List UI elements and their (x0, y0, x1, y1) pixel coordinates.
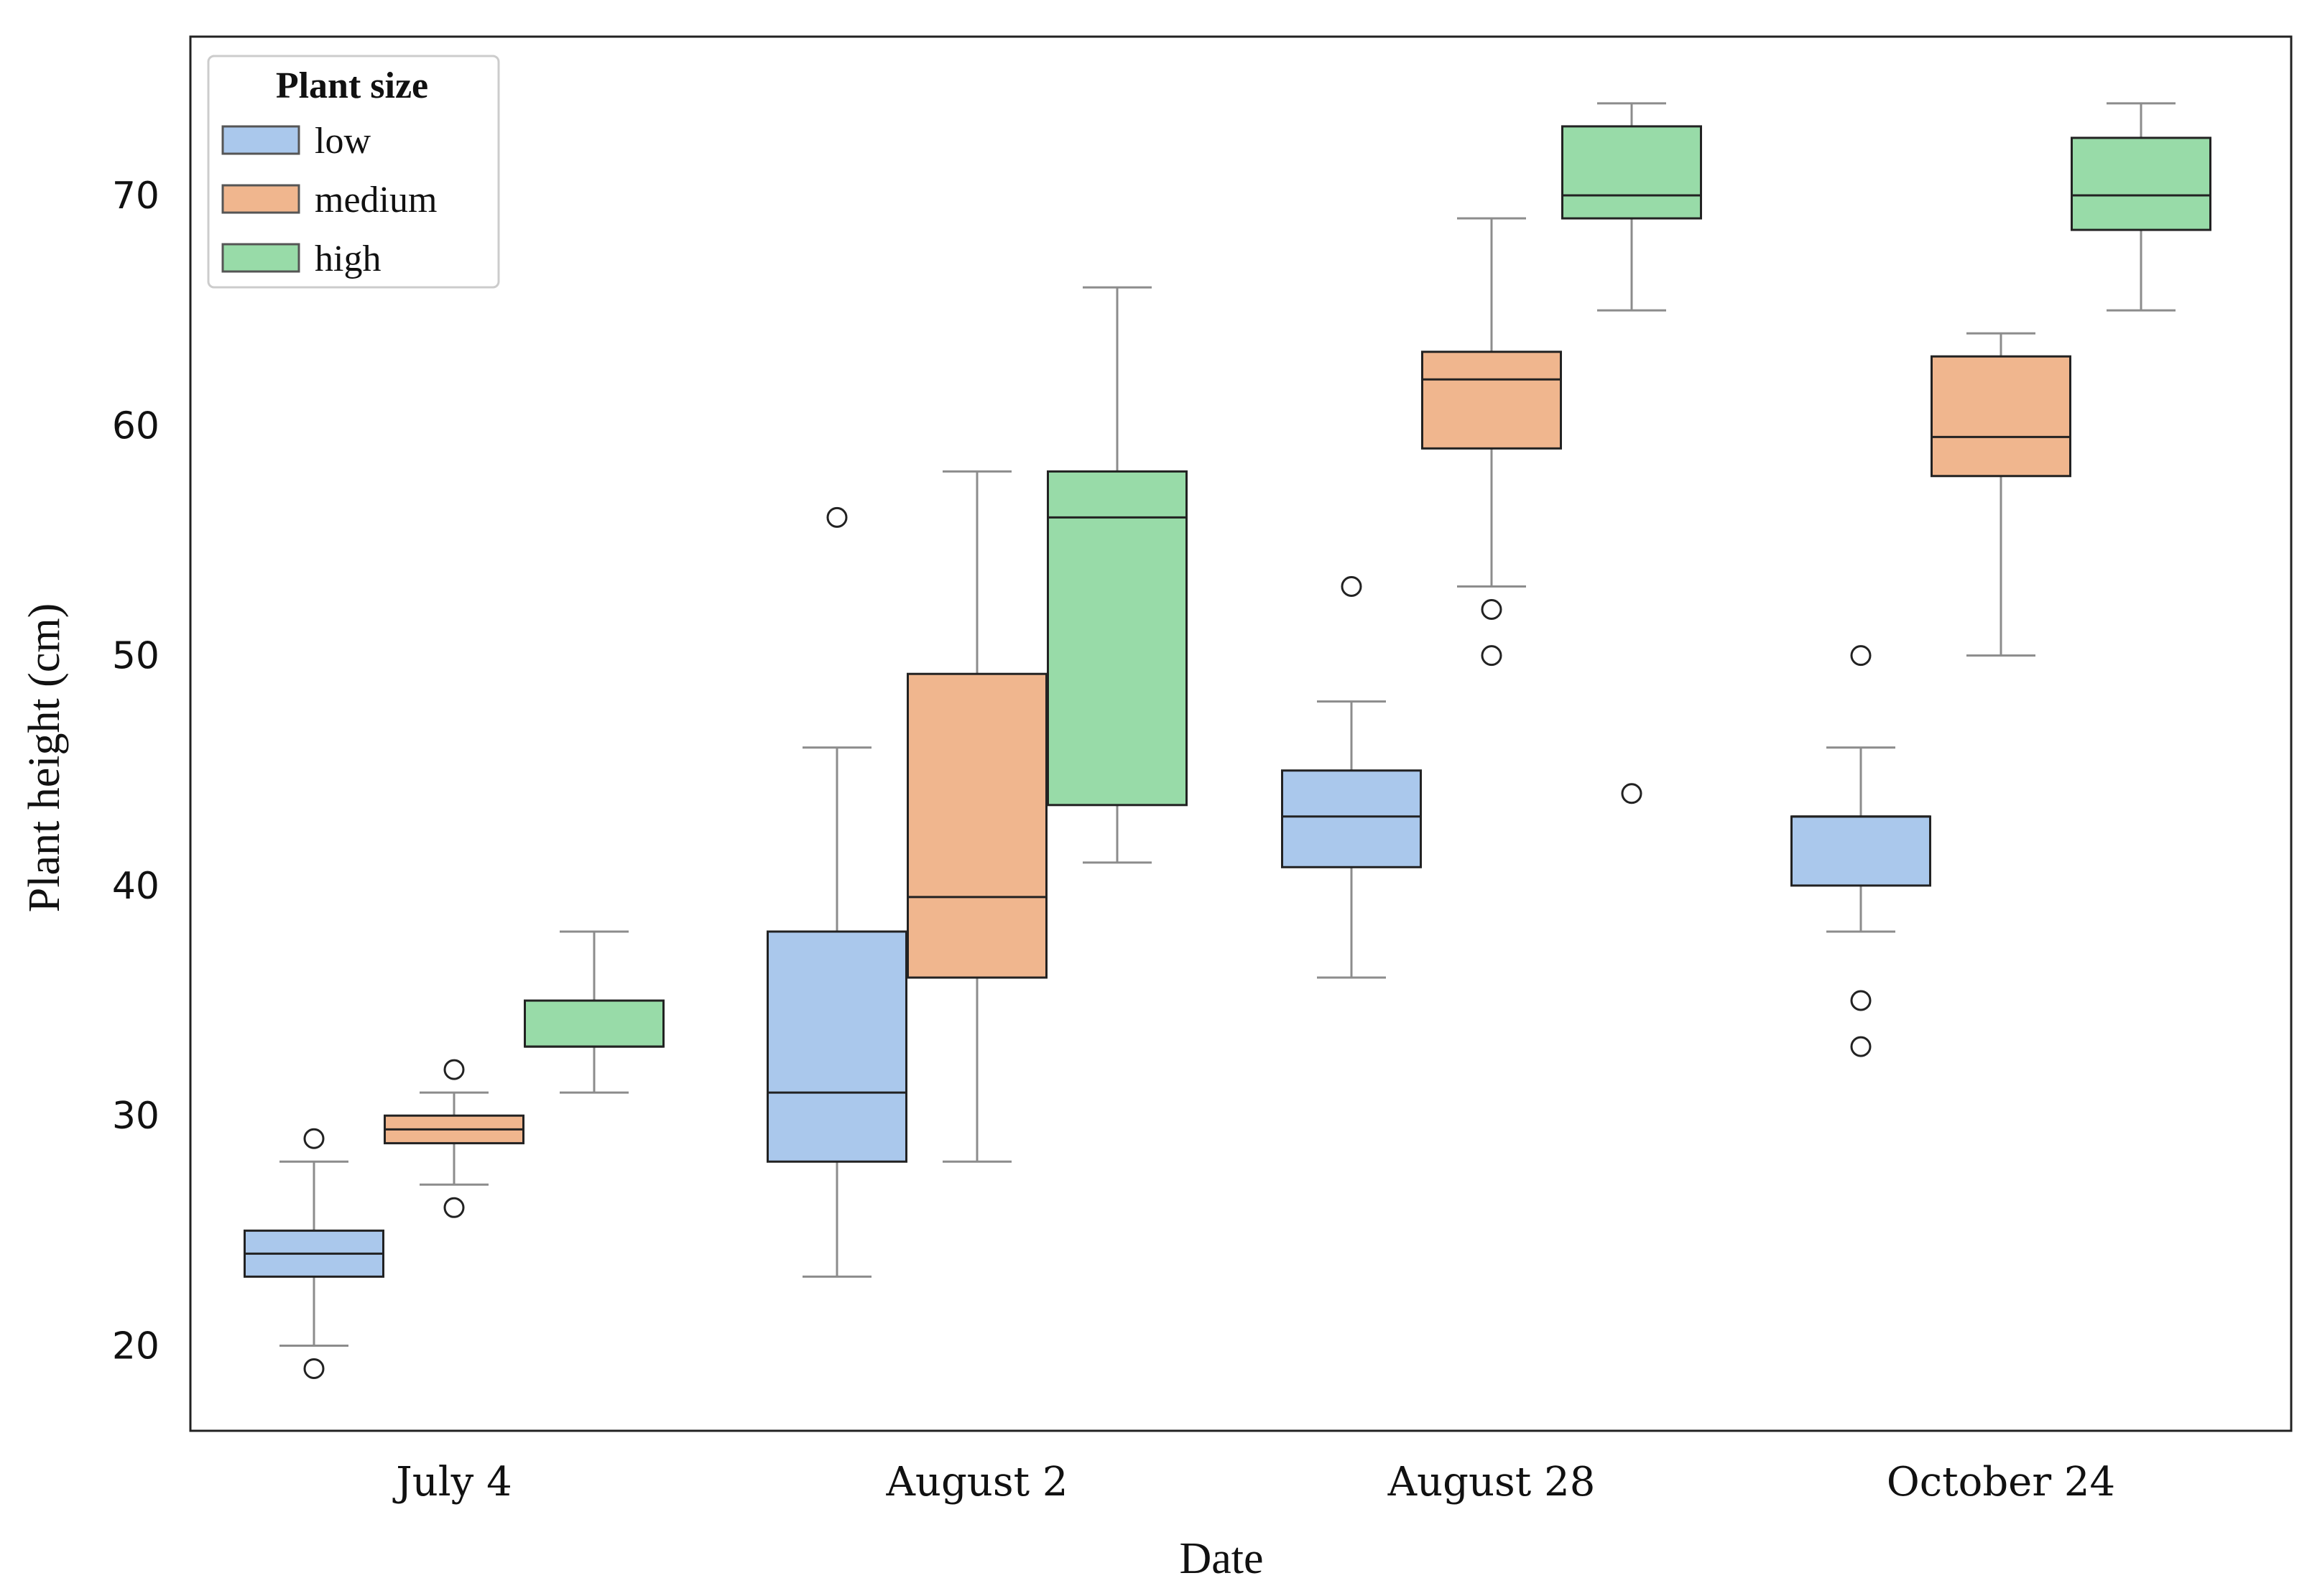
box-iqr (524, 999, 665, 1048)
box-high-2 (1561, 102, 1702, 804)
legend-swatch (221, 184, 300, 214)
box-low-1 (767, 506, 907, 1278)
x-tick-label: August 28 (1387, 1459, 1596, 1505)
legend-title: Plant size (276, 65, 428, 106)
legend-frame (207, 55, 500, 289)
y-tick-label: 50 (112, 635, 159, 678)
legend-entry-medium: medium (221, 180, 437, 221)
box-medium-1 (907, 470, 1048, 1163)
outlier-point (1850, 990, 1872, 1011)
outlier-point (303, 1128, 325, 1149)
box-low-2 (1281, 576, 1422, 979)
x-axis-label: Date (1179, 1534, 1263, 1583)
legend-label: high (315, 238, 381, 279)
legend: Plant size low medium high (207, 55, 500, 289)
box-iqr (1561, 125, 1702, 220)
y-tick-label: 20 (112, 1324, 159, 1368)
box-iqr (907, 672, 1048, 979)
box-medium-3 (1931, 332, 2071, 657)
y-tick-label: 40 (112, 865, 159, 908)
outlier-point (826, 506, 848, 528)
legend-entry-low: low (221, 121, 371, 162)
x-tick-label: August 2 (885, 1459, 1068, 1505)
outlier-point (303, 1358, 325, 1380)
y-axis-label: Plant height (cm) (20, 603, 69, 912)
box-iqr (767, 930, 907, 1163)
y-tick-label: 30 (112, 1095, 159, 1138)
outlier-point (1621, 783, 1642, 804)
box-iqr (1931, 355, 2071, 478)
x-axis-ticks: July 4 August 2 August 28 October 24 (392, 1459, 2115, 1505)
box-iqr (2071, 136, 2211, 231)
outlier-point (443, 1059, 465, 1080)
outlier-point (1481, 645, 1502, 667)
legend-swatch (221, 243, 300, 273)
box-iqr (1790, 815, 1931, 887)
box-high-3 (2071, 102, 2211, 312)
y-tick-label: 60 (112, 404, 159, 447)
x-tick-label: July 4 (392, 1459, 512, 1505)
y-axis-ticks: 20 30 40 50 60 70 (112, 175, 159, 1368)
box-iqr (1281, 769, 1422, 868)
box-iqr (1421, 351, 1562, 450)
legend-label: low (315, 121, 371, 162)
outlier-point (1481, 599, 1502, 621)
outlier-point (1850, 1036, 1872, 1057)
box-low-0 (244, 1128, 384, 1380)
box-medium-2 (1421, 217, 1562, 667)
outlier-point (443, 1197, 465, 1218)
box-high-1 (1047, 286, 1188, 864)
box-medium-0 (384, 1059, 524, 1218)
outlier-point (1341, 576, 1362, 598)
legend-entry-high: high (221, 238, 381, 279)
box-low-3 (1790, 645, 1931, 1057)
y-tick-label: 70 (112, 175, 159, 218)
legend-swatch (221, 125, 300, 155)
legend-label: medium (315, 180, 437, 221)
plot-area (189, 35, 2293, 1432)
x-tick-label: October 24 (1887, 1459, 2115, 1505)
box-high-0 (524, 930, 665, 1094)
chart-marks (244, 102, 2211, 1380)
box-iqr (1047, 470, 1188, 807)
outlier-point (1850, 645, 1872, 667)
